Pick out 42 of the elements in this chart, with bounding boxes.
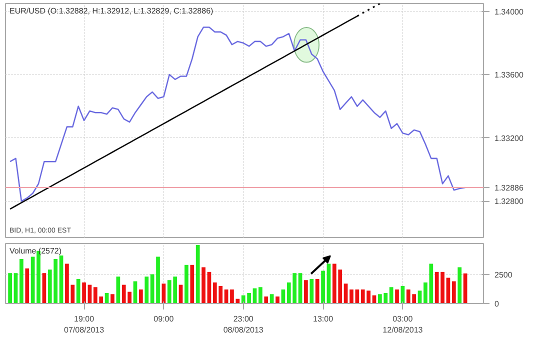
bar [202,267,206,304]
chart-title: Volume (2572) [10,246,62,256]
bar [25,268,30,304]
x-tick-label: 23:00 08/08/2013 [223,314,264,334]
ref-line-label: 1.32886 [494,184,524,193]
y-tick-label: 1.33200 [494,134,524,143]
x-tick-label: 09:00 [154,314,174,324]
bar [458,267,462,304]
x-tick-label: 19:00 07/08/2013 [64,314,105,334]
bar [8,273,12,304]
bar [190,264,194,304]
bar [139,289,143,304]
y-tick-label: 1.33600 [494,70,524,80]
x-tick-label: 13:00 [313,314,334,324]
bar [59,256,64,304]
bar [30,256,35,304]
line-series [9,26,466,202]
y-tick-label: 1.32800 [494,197,524,206]
x-tick-label: 03:00 12/08/2013 [382,314,424,334]
bar [184,264,188,304]
y-tick-label: 1.34000 [494,7,524,16]
bar [76,278,80,304]
y-tick-label: 2500 [494,270,513,280]
y-tick-label: 0 [494,300,500,308]
bar [110,294,114,304]
bar [315,278,320,304]
bar [395,289,399,304]
bar [276,296,280,304]
bar [20,259,24,304]
bar [36,250,40,304]
bar [321,270,325,304]
bar [310,278,314,304]
bar [264,296,268,304]
bar [156,256,160,304]
chart-title: EUR/USD (O:1.32882, H:1.32912, L:1.32829, C:1.32886) [10,6,214,16]
bar [452,281,456,304]
bar [82,282,86,304]
bar [196,245,200,304]
bar [116,276,120,304]
bar [144,276,149,304]
bar [258,287,262,304]
bar [304,280,308,304]
